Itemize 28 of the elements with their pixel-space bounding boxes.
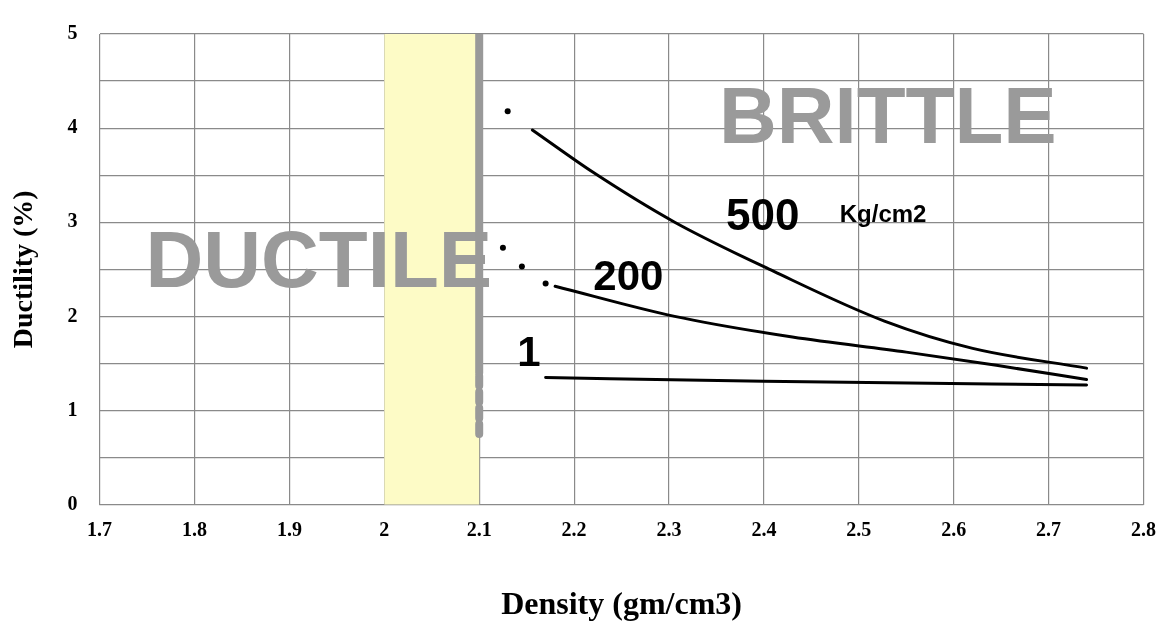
- y-tick-label: 4: [67, 115, 78, 138]
- point: [504, 108, 511, 115]
- point: [499, 244, 506, 251]
- x-tick-label: 2.5: [846, 517, 872, 540]
- x-tick-label: 2.4: [751, 517, 777, 540]
- y-tick-label: 0: [67, 491, 78, 514]
- annotation: Kg/cm2: [839, 199, 927, 227]
- x-tick-label: 2.2: [561, 517, 587, 540]
- y-tick-label: 3: [67, 209, 78, 232]
- x-tick-label: 2.8: [1131, 517, 1156, 540]
- annotation: 500: [725, 189, 800, 239]
- x-tick-label: 1.8: [182, 517, 207, 540]
- y-tick-label: 2: [67, 303, 78, 326]
- x-tick-label: 2.6: [941, 517, 967, 540]
- x-tick-label: 2.3: [656, 517, 682, 540]
- point: [542, 280, 549, 287]
- x-tick-label: 1.7: [87, 517, 113, 540]
- y-axis-title: Ductility (%): [7, 190, 39, 349]
- x-axis-title: Density (gm/cm3): [501, 585, 742, 622]
- x-tick-label: 1.9: [276, 517, 302, 540]
- y-tick-label: 1: [67, 397, 78, 420]
- point: [518, 263, 525, 270]
- y-tick-label: 5: [67, 21, 78, 44]
- annotation: 200: [593, 252, 664, 300]
- x-tick-label: 2: [379, 517, 390, 540]
- x-tick-label: 2.7: [1036, 517, 1062, 540]
- annotation: 1: [517, 327, 541, 375]
- x-tick-label: 2.1: [466, 517, 492, 540]
